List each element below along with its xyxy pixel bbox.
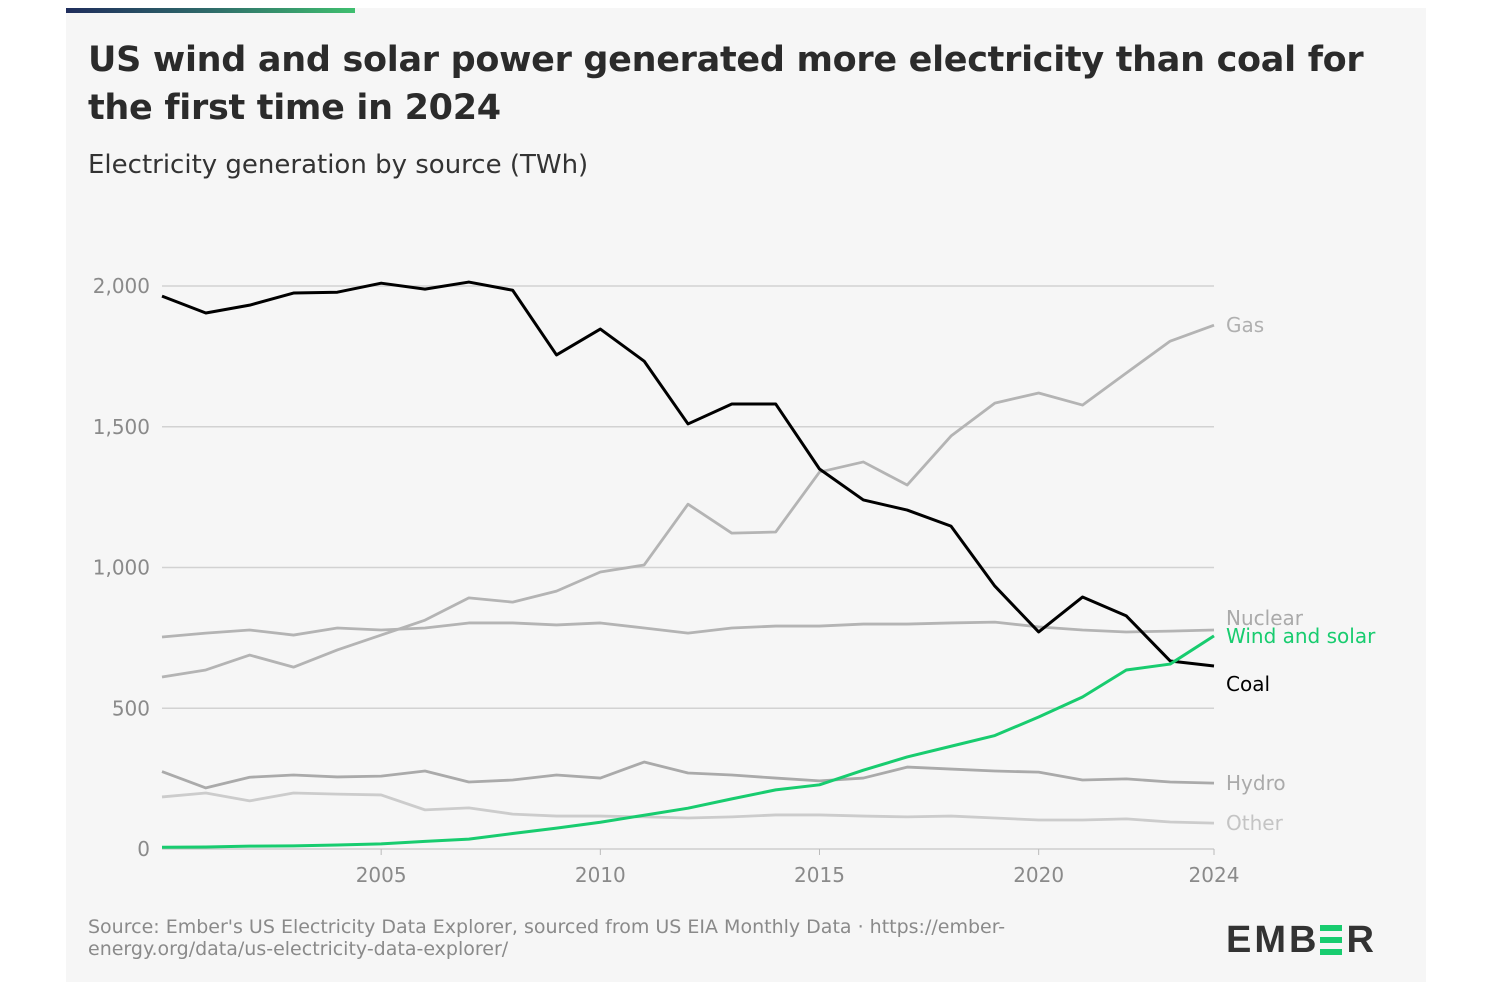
x-tick-label: 2020 [1013, 863, 1064, 887]
x-tick-label: 2010 [575, 863, 626, 887]
series-label: Nuclear [1226, 606, 1304, 630]
series-label: Hydro [1226, 771, 1286, 795]
chart-title: US wind and solar power generated more e… [88, 40, 1364, 128]
y-tick-label: 1,500 [93, 415, 150, 439]
chart-card [66, 8, 1426, 982]
logo-e-bars [1320, 925, 1343, 955]
y-tick-label: 0 [137, 837, 150, 861]
logo-text-end: R [1346, 918, 1377, 961]
series-label: Wind and solar [1226, 624, 1376, 648]
x-tick-label: 2015 [794, 863, 845, 887]
x-tick-label: 2005 [356, 863, 407, 887]
series-line-hydro [161, 760, 1215, 790]
series-label: Gas [1226, 313, 1264, 337]
x-tick-label: 2024 [1189, 863, 1240, 887]
logo-text-start: EMB [1226, 918, 1320, 961]
series-label: Other [1226, 811, 1284, 835]
series-line-nuclear [161, 620, 1215, 639]
y-tick-label: 1,000 [93, 556, 150, 580]
series-line-other [161, 791, 1215, 825]
accent-bar [66, 8, 355, 13]
source-note: Source: Ember's US Electricity Data Expl… [88, 916, 1006, 960]
series-line-coal [161, 280, 1215, 668]
y-tick-label: 500 [112, 696, 150, 720]
ember-logo: EMB R [1226, 918, 1377, 961]
series-line-wind-and-solar [161, 634, 1215, 849]
chart-subtitle: Electricity generation by source (TWh) [88, 150, 589, 180]
series-label: Coal [1226, 672, 1270, 696]
series-line-gas [161, 323, 1215, 679]
y-tick-label: 2,000 [93, 274, 150, 298]
